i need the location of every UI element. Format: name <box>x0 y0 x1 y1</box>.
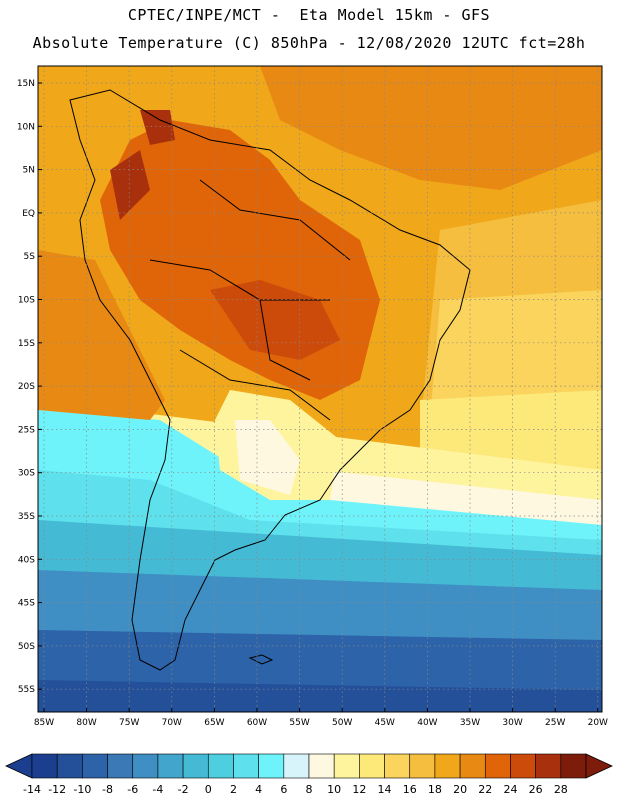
colorbar-labels: -14 -12 -10 -8 -6 -4 -2 0 2 4 6 8 10 12 14 16 18 20 22 24 26… <box>23 783 568 796</box>
map-title-line2: Absolute Temperature (C) 850hPa - 12/08/… <box>32 34 586 52</box>
longitude-labels: 85W 80W 75W 70W 65W 60W 55W 50W 45W 40W 35W 30W 25W 2… <box>34 708 608 728</box>
colorbar-segment <box>31 753 58 779</box>
colorbar-segment <box>132 753 159 779</box>
lon-label: 85W <box>34 718 54 728</box>
lat-label: 5N <box>23 166 35 176</box>
colorbar-label: 2 <box>230 783 237 796</box>
colorbar-segment <box>434 753 461 779</box>
lat-label: 35S <box>18 512 35 522</box>
colorbar-label: 22 <box>478 783 492 796</box>
lon-label: 55W <box>289 718 309 728</box>
colorbar-segment <box>258 753 285 779</box>
colorbar-label: 14 <box>378 783 392 796</box>
colorbar-label: -4 <box>152 783 163 796</box>
map-title-line1: CPTEC/INPE/MCT - Eta Model 15km - GFS <box>127 6 491 24</box>
lon-label: 25W <box>545 718 565 728</box>
colorbar-label: 24 <box>503 783 517 796</box>
lat-label: 15N <box>17 79 35 89</box>
latitude-labels: 15N 10N 5N EQ 5S 10S 15S 20S 25S 30S 35S 40S 45S 50S 5… <box>17 79 42 695</box>
colorbar-label: 16 <box>403 783 417 796</box>
colorbar-segment <box>459 753 486 779</box>
colorbar-label: 8 <box>306 783 313 796</box>
lon-label: 60W <box>247 718 267 728</box>
colorbar-segment <box>157 753 184 779</box>
colorbar-segment <box>484 753 511 779</box>
lat-label: 45S <box>18 599 35 609</box>
colorbar-label: 18 <box>428 783 442 796</box>
colorbar-segment <box>359 753 385 779</box>
lat-label: 10N <box>17 122 35 132</box>
colorbar-segment <box>56 753 83 779</box>
colorbar-segment <box>182 753 209 779</box>
colorbar-label: 28 <box>554 783 568 796</box>
colorbar-segment <box>560 753 587 779</box>
colorbar-segment <box>233 753 259 779</box>
colorbar-label: -8 <box>102 783 113 796</box>
lat-label: 25S <box>18 425 35 435</box>
colorbar-segment <box>510 753 536 779</box>
map-frame <box>37 65 603 713</box>
lat-label: 30S <box>18 469 35 479</box>
lat-label: 5S <box>24 252 36 262</box>
colorbar-segment <box>333 753 360 779</box>
lat-label: 10S <box>18 296 35 306</box>
lat-label: 15S <box>18 339 35 349</box>
colorbar-label: -14 <box>23 783 41 796</box>
colorbar-label: 20 <box>453 783 467 796</box>
colorbar-label: 4 <box>255 783 262 796</box>
colorbar-segment <box>535 753 562 779</box>
lon-label: 75W <box>119 718 139 728</box>
colorbar <box>5 753 613 779</box>
lon-label: 35W <box>460 718 480 728</box>
colorbar-label: -12 <box>48 783 66 796</box>
colorbar-label: 10 <box>327 783 341 796</box>
lat-label: 55S <box>18 685 35 695</box>
colorbar-label: 0 <box>205 783 212 796</box>
colorbar-segment <box>82 753 108 779</box>
lat-label: 50S <box>18 642 35 652</box>
lon-label: 80W <box>76 718 96 728</box>
colorbar-label: -10 <box>73 783 91 796</box>
lon-label: 45W <box>375 718 395 728</box>
lat-label: 20S <box>18 382 35 392</box>
colorbar-segment <box>409 753 436 779</box>
temperature-field <box>38 66 602 712</box>
colorbar-label: 12 <box>352 783 366 796</box>
colorbar-segment <box>308 753 335 779</box>
lon-label: 65W <box>204 718 224 728</box>
colorbar-label: -6 <box>127 783 138 796</box>
lon-label: 20W <box>588 718 608 728</box>
colorbar-segment <box>384 753 411 779</box>
lat-label: EQ <box>22 209 35 219</box>
colorbar-arrow-low <box>5 753 33 779</box>
colorbar-segment <box>207 753 234 779</box>
lon-label: 30W <box>502 718 522 728</box>
colorbar-label: 6 <box>280 783 287 796</box>
colorbar-label: -2 <box>178 783 189 796</box>
colorbar-label: 26 <box>529 783 543 796</box>
lat-label: 40S <box>18 555 35 565</box>
colorbar-segment <box>107 753 134 779</box>
colorbar-segment <box>283 753 310 779</box>
lon-label: 70W <box>162 718 182 728</box>
lon-label: 50W <box>332 718 352 728</box>
colorbar-arrow-high <box>585 753 613 779</box>
coastline <box>69 89 471 671</box>
lon-label: 40W <box>417 718 437 728</box>
